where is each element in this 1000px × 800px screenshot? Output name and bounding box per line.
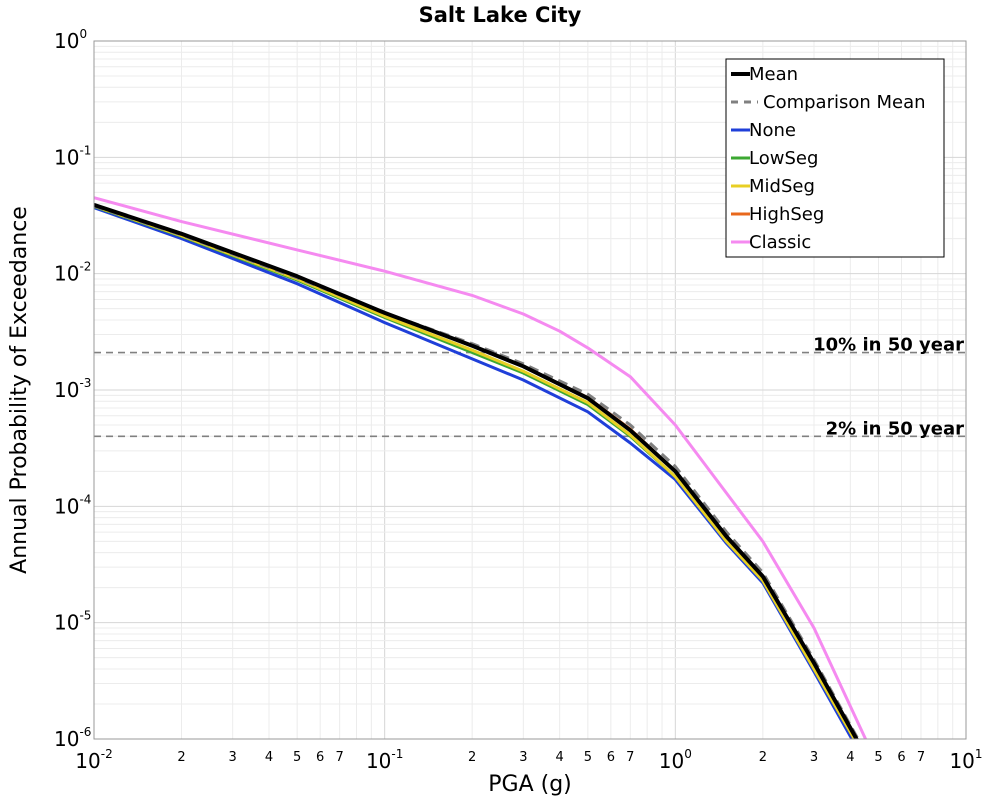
x-minor-tick-label: 2 bbox=[468, 750, 476, 765]
x-minor-tick-label: 7 bbox=[917, 750, 925, 765]
reference-label: 2% in 50 year bbox=[826, 418, 964, 439]
series-line-highseg bbox=[94, 203, 859, 739]
x-axis-label: PGA (g) bbox=[488, 772, 572, 797]
x-minor-tick-label: 3 bbox=[229, 750, 237, 765]
reference-label: 10% in 50 year bbox=[813, 335, 964, 356]
y-tick-label: 10-3 bbox=[54, 376, 91, 402]
y-tick-label: 10-4 bbox=[54, 492, 91, 518]
legend-entry-label: MidSeg bbox=[749, 176, 815, 197]
series-layer bbox=[94, 196, 868, 739]
x-minor-tick-label: 5 bbox=[584, 750, 592, 765]
series-line-mean bbox=[94, 203, 859, 739]
x-minor-tick-label: 6 bbox=[316, 750, 324, 765]
series-line-lowseg bbox=[94, 205, 856, 739]
legend-entry-label: Mean bbox=[749, 64, 798, 85]
legend-entry-label: Classic bbox=[749, 232, 811, 253]
x-minor-tick-label: 5 bbox=[293, 750, 301, 765]
x-minor-tick-label: 4 bbox=[846, 750, 854, 765]
plot-frame bbox=[93, 40, 967, 740]
reference-labels: 10% in 50 year 2% in 50 year bbox=[813, 335, 964, 440]
series-line-comparison-mean bbox=[94, 204, 860, 739]
legend-entry-label: HighSeg bbox=[749, 204, 824, 225]
legend: Mean Comparison Mean None LowSeg MidSeg HighS… bbox=[725, 58, 945, 258]
x-minor-tick-label: 3 bbox=[810, 750, 818, 765]
chart-title: Salt Lake City bbox=[419, 3, 582, 27]
y-tick-label: 100 bbox=[54, 27, 87, 53]
reference-lines bbox=[94, 351, 966, 438]
y-tick-label: 10-2 bbox=[54, 260, 91, 286]
y-tick-label: 10-5 bbox=[54, 609, 91, 635]
y-tick-label: 10-1 bbox=[54, 143, 91, 169]
x-tick-label: 10-2 bbox=[75, 747, 112, 773]
x-minor-tick-label: 5 bbox=[874, 750, 882, 765]
x-minor-tick-label: 7 bbox=[336, 750, 344, 765]
series-line-midseg bbox=[94, 204, 856, 739]
legend-entry-label: LowSeg bbox=[749, 148, 818, 169]
y-axis-ticks: 100 10-1 10-2 10-3 10-4 10-5 10-6 bbox=[54, 27, 91, 751]
series-line-none bbox=[94, 206, 854, 739]
x-tick-label: 101 bbox=[949, 747, 982, 773]
y-axis-label: Annual Probability of Exceedance bbox=[7, 206, 32, 574]
legend-box bbox=[725, 58, 945, 258]
x-minor-tick-label: 2 bbox=[177, 750, 185, 765]
legend-entry-label: Comparison Mean bbox=[763, 92, 926, 113]
x-minor-tick-label: 4 bbox=[556, 750, 564, 765]
x-minor-tick-label: 6 bbox=[607, 750, 615, 765]
series-line-classic bbox=[94, 196, 868, 739]
x-minor-tick-label: 7 bbox=[626, 750, 634, 765]
x-minor-tick-label: 2 bbox=[759, 750, 767, 765]
x-minor-tick-label: 3 bbox=[519, 750, 527, 765]
x-minor-tick-label: 4 bbox=[265, 750, 273, 765]
legend-entry-label: None bbox=[749, 120, 796, 141]
y-tick-label: 10-6 bbox=[54, 725, 91, 751]
x-tick-label: 10-1 bbox=[366, 747, 403, 773]
x-minor-tick-label: 6 bbox=[897, 750, 905, 765]
x-tick-label: 100 bbox=[659, 747, 692, 773]
